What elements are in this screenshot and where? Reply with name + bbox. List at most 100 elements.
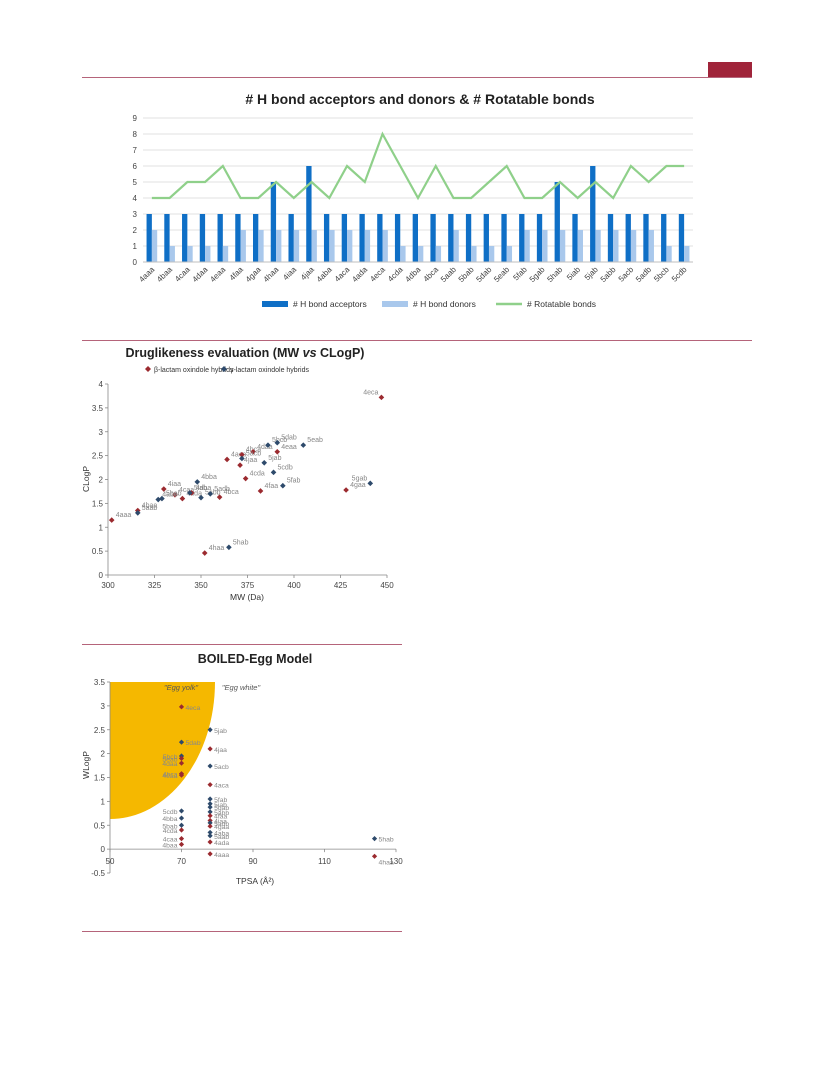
egg-yolk-label: "Egg yolk"	[164, 683, 198, 692]
data-point	[207, 813, 213, 819]
legend-swatch	[262, 301, 288, 307]
data-point	[178, 827, 185, 833]
bar-h-bond-donors	[240, 230, 246, 262]
data-label: 5adb	[214, 821, 229, 828]
data-label: 4eaa	[162, 773, 177, 780]
y-tick-label: 3	[99, 428, 104, 437]
bar-h-bond-acceptors	[465, 214, 472, 262]
data-point	[179, 495, 186, 502]
bar-h-bond-donors	[187, 246, 193, 262]
bar-h-bond-acceptors	[270, 182, 277, 262]
y-tick-label: 1.5	[94, 774, 106, 783]
x-tick-label: 450	[380, 581, 394, 590]
data-point	[172, 491, 178, 498]
data-point	[207, 829, 213, 836]
legend-label: # H bond donors	[413, 299, 476, 309]
data-point	[265, 442, 271, 448]
data-label: 4baa	[142, 503, 158, 510]
bar-h-bond-acceptors	[430, 214, 436, 262]
data-label: 4daa	[162, 761, 177, 768]
data-label: 5aab	[214, 834, 229, 841]
data-label: 4aaa	[116, 512, 132, 519]
y-tick-label: 9	[133, 114, 138, 123]
top-rule	[82, 77, 752, 78]
data-point	[207, 782, 213, 788]
data-label: 5hab	[379, 837, 394, 844]
line-rotatable-bonds	[151, 131, 685, 201]
data-point	[178, 841, 185, 847]
x-tick-label: 425	[334, 581, 348, 590]
data-point	[178, 836, 185, 842]
data-label: 4bba	[162, 816, 177, 823]
data-label: 5gab	[214, 805, 229, 812]
data-label: 4caa	[179, 487, 194, 494]
data-label: 4bca	[163, 772, 178, 779]
y-tick-label: 0.5	[92, 547, 104, 556]
bar-h-bond-donors	[169, 246, 175, 262]
data-point	[261, 459, 268, 466]
rule-after-chart-2	[82, 644, 402, 645]
bar-h-bond-donors	[488, 246, 495, 262]
bar-h-bond-acceptors	[253, 214, 259, 262]
y-tick-label: 4	[99, 380, 104, 389]
data-point	[226, 544, 232, 551]
y-tick-label: 0	[99, 571, 104, 580]
data-label: 4haa	[379, 859, 394, 866]
data-point	[274, 439, 281, 446]
data-label: 5dab	[186, 740, 201, 747]
legend-marker	[221, 366, 227, 372]
header-accent-tab	[708, 62, 752, 77]
legend-label: γ-lactam oxindole hybrids	[230, 367, 309, 374]
data-label: 5eab	[162, 756, 177, 763]
bar-h-bond-acceptors	[625, 214, 631, 262]
data-label: 4eca	[186, 705, 201, 712]
bar-h-bond-donors	[559, 230, 566, 262]
y-tick-label: -0.5	[91, 869, 105, 878]
bar-h-bond-acceptors	[678, 214, 685, 262]
data-label: 4aba	[214, 830, 229, 837]
data-point	[178, 772, 185, 778]
data-point	[367, 480, 374, 487]
bar-h-bond-donors	[666, 246, 672, 262]
y-tick-label: 3	[133, 210, 138, 219]
data-point	[108, 517, 115, 523]
bar-h-bond-donors	[293, 230, 300, 262]
bar-h-bond-acceptors	[661, 214, 667, 262]
bar-h-bond-acceptors	[377, 214, 383, 262]
bar-h-bond-donors	[276, 230, 282, 262]
data-point	[207, 839, 213, 845]
legend-label: # H bond acceptors	[293, 299, 367, 309]
bar-h-bond-acceptors	[394, 214, 401, 262]
bar-h-bond-acceptors	[643, 214, 649, 262]
y-tick-label: 1	[133, 242, 138, 251]
bar-h-bond-acceptors	[554, 182, 560, 262]
data-point	[155, 496, 162, 503]
bar-h-bond-donors	[684, 246, 690, 262]
egg-yolk-region	[110, 682, 215, 819]
y-tick-label: 2	[99, 476, 104, 485]
data-point	[134, 510, 141, 516]
bar-h-bond-donors	[222, 246, 229, 262]
data-point	[207, 796, 213, 802]
data-label: 4iaa	[214, 818, 227, 825]
chart3-xlabel: TPSA (Å²)	[236, 876, 274, 886]
data-label: 4baa	[162, 842, 177, 849]
data-point	[161, 486, 167, 492]
bar-h-bond-acceptors	[359, 214, 365, 262]
bar-h-bond-acceptors	[483, 214, 489, 262]
data-label: 4aca	[214, 783, 229, 790]
x-tick-label: 375	[241, 581, 255, 590]
bar-h-bond-acceptors	[164, 214, 170, 262]
data-point	[198, 494, 204, 501]
y-tick-label: 2	[101, 750, 106, 759]
data-label: 4aaa	[214, 852, 229, 859]
legend-marker	[145, 366, 151, 372]
y-tick-label: 2.5	[94, 726, 106, 735]
data-label: 4ada	[214, 840, 229, 847]
legend-swatch	[382, 301, 408, 307]
bar-h-bond-acceptors	[217, 214, 223, 262]
data-point	[207, 820, 213, 826]
egg-white-label: "Egg white"	[222, 683, 261, 692]
chart2-xlabel: MW (Da)	[230, 592, 264, 602]
bar-h-bond-acceptors	[448, 214, 454, 262]
